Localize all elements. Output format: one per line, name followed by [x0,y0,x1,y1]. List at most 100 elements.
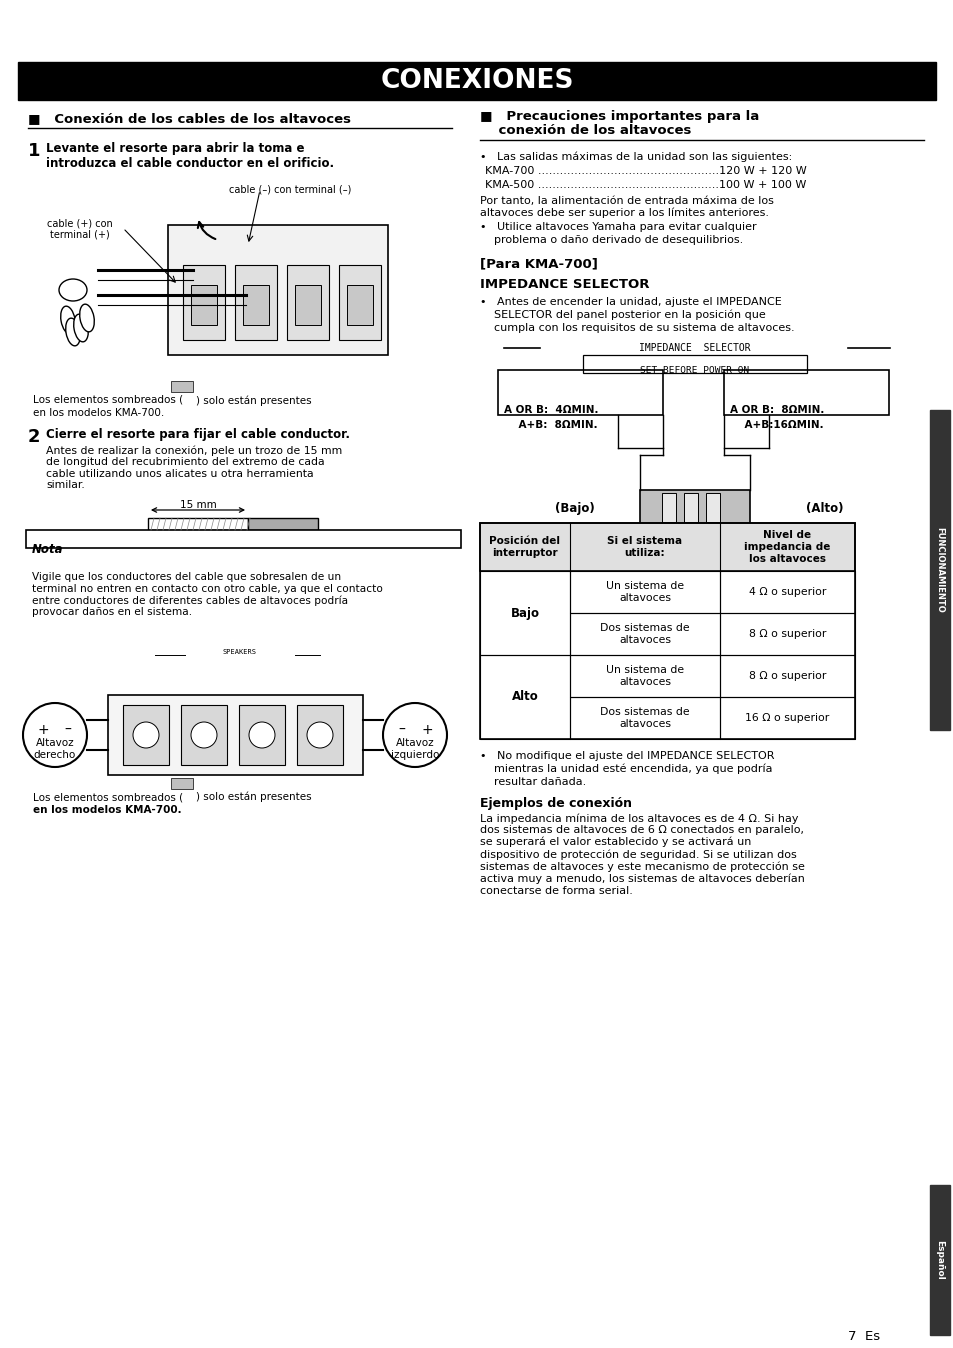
Text: SET BEFORE POWER ON: SET BEFORE POWER ON [639,367,749,375]
Text: problema o daño derivado de desequilibrios.: problema o daño derivado de desequilibri… [479,235,742,245]
Bar [183,266,225,340]
Text: en los modelos KMA-700.: en los modelos KMA-700. [33,408,164,418]
Text: +: + [420,723,433,737]
Text: •   Las salidas máximas de la unidad son las siguientes:: • Las salidas máximas de la unidad son l… [479,152,791,163]
Bar [569,697,720,739]
Text: cable (+) con
terminal (+): cable (+) con terminal (+) [47,218,112,240]
Text: en los modelos KMA-700.: en los modelos KMA-700. [33,805,181,816]
Text: conexión de los altavoces: conexión de los altavoces [479,124,691,137]
Bar [720,613,854,655]
Ellipse shape [61,306,75,334]
Bar [582,355,806,373]
Bar [479,572,569,655]
Circle shape [249,723,274,748]
Bar [248,518,317,530]
Text: Los elementos sombreados (: Los elementos sombreados ( [33,395,183,404]
Text: La impedancia mínima de los altavoces es de 4 Ω. Si hay
dos sistemas de altavoce: La impedancia mínima de los altavoces es… [479,813,804,895]
Circle shape [382,704,447,767]
Ellipse shape [59,279,87,301]
Bar [18,62,935,100]
Text: 2: 2 [28,429,40,446]
Text: IMPEDANCE SELECTOR: IMPEDANCE SELECTOR [479,278,649,291]
Text: •   No modifique el ajuste del IMPEDANCE SELECTOR: • No modifique el ajuste del IMPEDANCE S… [479,751,774,762]
Text: Antes de realizar la conexión, pele un trozo de 15 mm
de longitud del recubrimie: Antes de realizar la conexión, pele un t… [46,445,342,491]
Text: 7  Es: 7 Es [847,1330,879,1343]
Bar [929,1185,949,1335]
Text: KMA-500 ..................................................100 W + 100 W: KMA-500 ................................… [484,181,805,190]
Text: –: – [65,723,71,737]
Bar [243,284,269,325]
Text: SELECTOR del panel posterior en la posición que: SELECTOR del panel posterior en la posic… [479,310,765,321]
Text: A+B:16ΩMIN.: A+B:16ΩMIN. [729,421,822,430]
Text: –: – [398,723,405,737]
Circle shape [307,723,333,748]
Bar [239,705,285,766]
Bar [123,705,169,766]
Text: Dos sistemas de
altavoces: Dos sistemas de altavoces [599,623,689,644]
Bar [705,493,720,522]
Text: Bajo: Bajo [510,607,539,620]
Bar [287,266,329,340]
Text: 4 Ω o superior: 4 Ω o superior [748,586,825,597]
Text: CONEXIONES: CONEXIONES [380,67,573,94]
Bar [720,697,854,739]
Bar [683,493,698,522]
Text: Un sistema de
altavoces: Un sistema de altavoces [605,581,683,603]
Bar [171,381,193,392]
Bar [479,523,854,572]
Bar [294,284,320,325]
Text: Español: Español [935,1240,943,1279]
Circle shape [191,723,216,748]
Text: Nota: Nota [32,543,64,555]
Text: 16 Ω o superior: 16 Ω o superior [744,713,829,723]
Bar [723,369,888,415]
Text: ) solo están presentes: ) solo están presentes [195,793,312,802]
Text: 15 mm: 15 mm [179,500,216,510]
Bar [639,491,749,524]
Text: mientras la unidad esté encendida, ya que podría: mientras la unidad esté encendida, ya qu… [479,764,772,775]
Bar [171,778,193,789]
Bar [148,518,248,530]
Ellipse shape [73,314,89,342]
Text: Un sistema de
altavoces: Un sistema de altavoces [605,665,683,686]
Bar [661,493,676,522]
Text: Si el sistema
utiliza:: Si el sistema utiliza: [607,537,681,558]
Text: +: + [37,723,49,737]
Text: •   Utilice altavoces Yamaha para evitar cualquier: • Utilice altavoces Yamaha para evitar c… [479,222,756,232]
Text: FUNCIONAMIENTO: FUNCIONAMIENTO [935,527,943,613]
Text: Dos sistemas de
altavoces: Dos sistemas de altavoces [599,708,689,729]
Text: ■   Conexión de los cables de los altavoces: ■ Conexión de los cables de los altavoce… [28,112,351,125]
Text: Cierre el resorte para fijar el cable conductor.: Cierre el resorte para fijar el cable co… [46,429,350,441]
Bar [479,655,569,739]
Bar [26,530,460,549]
Circle shape [23,704,87,767]
Bar [569,613,720,655]
Text: 1: 1 [28,142,40,160]
Text: ) solo están presentes: ) solo están presentes [195,395,312,406]
Bar [497,369,662,415]
Text: 8 Ω o superior: 8 Ω o superior [748,630,825,639]
Text: [Para KMA-700]: [Para KMA-700] [479,257,598,270]
Text: Vigile que los conductores del cable que sobresalen de un
terminal no entren en : Vigile que los conductores del cable que… [32,572,382,617]
Ellipse shape [80,305,94,332]
Bar [929,410,949,731]
Text: Levante el resorte para abrir la toma e
introduzca el cable conductor en el orif: Levante el resorte para abrir la toma e … [46,142,334,170]
Bar [168,225,388,355]
Bar [338,266,380,340]
Bar [234,266,276,340]
Text: IMPEDANCE  SELECTOR: IMPEDANCE SELECTOR [639,342,750,353]
Text: Los elementos sombreados (: Los elementos sombreados ( [33,793,183,802]
Text: KMA-700 ..................................................120 W + 120 W: KMA-700 ................................… [484,166,806,177]
Text: ■   Precauciones importantes para la: ■ Precauciones importantes para la [479,111,759,123]
Bar [569,655,720,697]
Text: (Bajo): (Bajo) [555,501,595,515]
Text: SPEAKERS: SPEAKERS [223,648,256,655]
Text: Altavoz
derecho: Altavoz derecho [34,737,76,760]
Circle shape [132,723,159,748]
Text: resultar dañada.: resultar dañada. [479,776,586,787]
Ellipse shape [66,318,80,346]
Bar [191,284,216,325]
Text: (Alto): (Alto) [805,501,842,515]
Bar [347,284,373,325]
Bar [479,523,854,739]
